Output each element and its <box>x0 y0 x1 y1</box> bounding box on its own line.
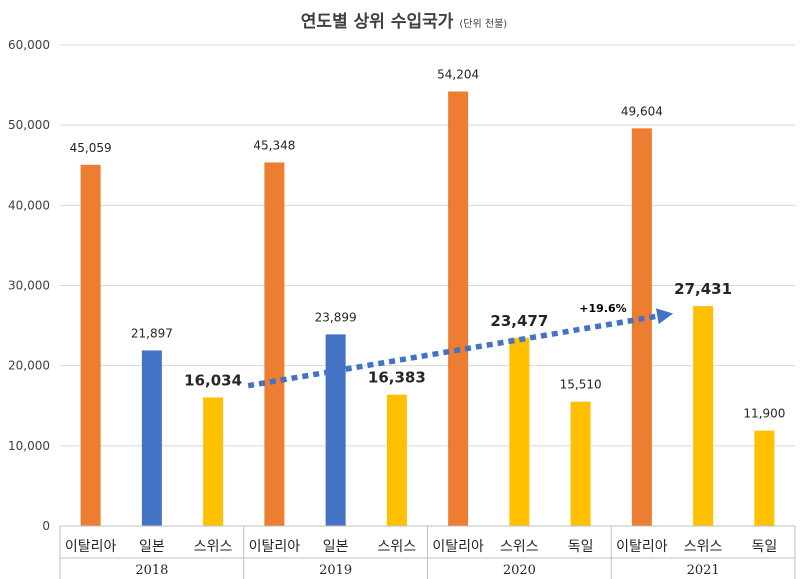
x-category-label: 이탈리아 <box>249 539 301 555</box>
bar <box>570 401 591 526</box>
x-year-label: 2019 <box>319 563 352 578</box>
x-year-label: 2021 <box>687 563 720 578</box>
y-axis: 0 10,000 20,000 30,000 40,000 50,000 60,000 <box>8 38 50 533</box>
bar <box>509 337 530 526</box>
x-category-label: 스위스 <box>194 539 233 555</box>
bar <box>386 394 407 526</box>
bar <box>141 350 162 526</box>
bar <box>264 162 285 526</box>
trend-annotation: +19.6% <box>579 302 626 315</box>
data-label: 16,383 <box>368 369 426 387</box>
data-label: 54,204 <box>437 67 479 81</box>
y-tick-label: 60,000 <box>8 38 50 52</box>
chart-unit-text: (단위 천불) <box>459 17 507 30</box>
data-label: 23,477 <box>490 312 548 330</box>
x-category-label: 일본 <box>139 539 165 555</box>
x-category-label: 독일 <box>568 539 594 555</box>
y-tick-label: 40,000 <box>8 198 50 212</box>
data-label: 16,034 <box>184 371 242 389</box>
data-label: 27,431 <box>674 280 732 298</box>
trend-arrowhead <box>656 308 674 325</box>
y-tick-label: 0 <box>42 519 50 533</box>
gridlines <box>60 44 795 447</box>
x-year-label: 2020 <box>503 563 536 578</box>
y-tick-label: 50,000 <box>8 118 50 132</box>
x-category-label: 이탈리아 <box>65 539 117 555</box>
y-tick-label: 30,000 <box>8 279 50 293</box>
chart-title: 연도별 상위 수입국가 (단위 천불) <box>301 12 507 32</box>
x-category-label: 일본 <box>323 539 349 555</box>
data-label: 45,348 <box>253 138 295 152</box>
data-label: 23,899 <box>315 310 357 324</box>
bar <box>693 306 714 526</box>
data-label: 11,900 <box>743 407 785 421</box>
x-category-label: 이탈리아 <box>432 539 484 555</box>
data-label: 49,604 <box>621 104 663 118</box>
bar <box>754 430 775 526</box>
data-label: 45,059 <box>70 141 112 155</box>
y-tick-label: 20,000 <box>8 359 50 373</box>
bar <box>325 334 346 526</box>
x-category-label: 스위스 <box>684 539 723 555</box>
x-category-label: 이탈리아 <box>616 539 668 555</box>
bar <box>631 128 652 527</box>
y-tick-label: 10,000 <box>8 439 50 453</box>
trend-line <box>247 313 658 389</box>
bar <box>448 91 469 526</box>
data-label: 21,897 <box>131 326 173 340</box>
trend-arrow: +19.6% <box>247 302 674 389</box>
x-year-label: 2018 <box>135 563 168 578</box>
data-label: 15,510 <box>560 378 602 392</box>
bar <box>80 164 101 526</box>
bars: 45,059 21,897 16,034 45,348 23,899 16,383 54,2… <box>70 67 785 527</box>
bar <box>203 397 224 526</box>
x-category-label: 스위스 <box>378 539 417 555</box>
x-category-label: 독일 <box>751 539 777 555</box>
chart-title-text: 연도별 상위 수입국가 <box>301 12 454 32</box>
x-axis: 이탈리아 일본 스위스 2018 이탈리아 일본 스위스 2019 이탈리아 스위스 독일 2020 이… <box>59 525 796 579</box>
x-category-label: 스위스 <box>500 539 539 555</box>
